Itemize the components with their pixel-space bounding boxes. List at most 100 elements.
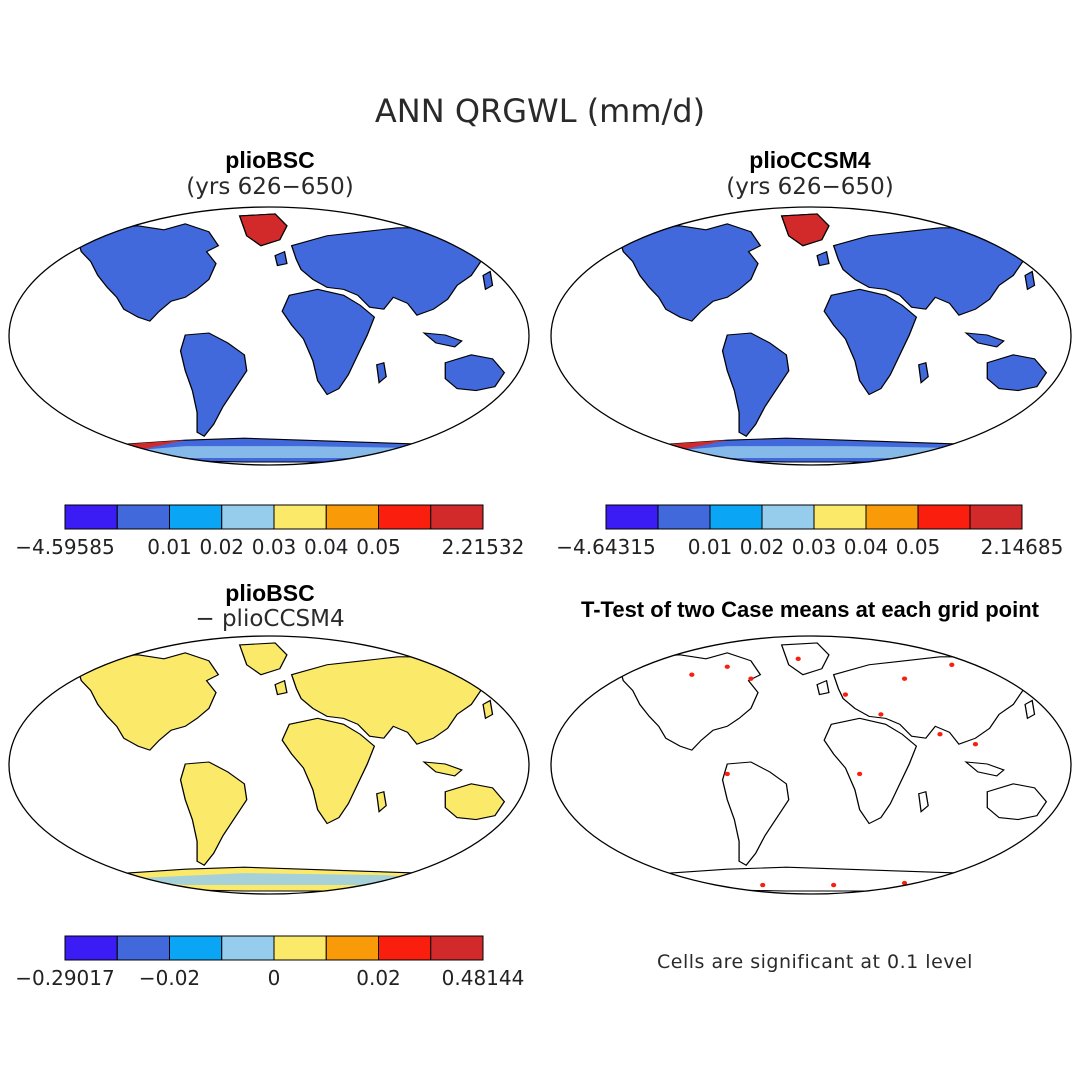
- continent-northAmerica: [75, 223, 220, 322]
- map-border-p4: [550, 635, 1072, 895]
- map-border-p2: [550, 206, 1072, 466]
- colorbar-0-swatch-2: [169, 504, 223, 530]
- map-p1: [8, 206, 530, 466]
- continent-southAmerica: [179, 332, 248, 437]
- continent-madagascar: [918, 362, 929, 384]
- sig-dot-4: [842, 692, 849, 697]
- continent-northAmerica: [75, 652, 220, 751]
- colorbar-0-swatch-0: [64, 504, 118, 530]
- colorbar-2-swatch-7: [430, 935, 484, 961]
- continent-indonesia: [964, 332, 1005, 348]
- map-p3: [8, 635, 530, 895]
- sig-dot-5: [901, 676, 908, 681]
- sig-dot-15: [901, 880, 908, 886]
- continent-indonesia: [964, 761, 1005, 777]
- continent-australia: [986, 783, 1048, 821]
- continent-africa: [823, 717, 918, 825]
- continent-australia: [444, 783, 506, 821]
- colorbar-0-tick-3: 0.03: [251, 535, 297, 559]
- colorbar-0-swatch-7: [430, 504, 484, 530]
- continent-greenland: [780, 642, 830, 676]
- colorbar-2-swatch-1: [116, 935, 170, 961]
- continent-indonesia: [422, 761, 463, 777]
- colorbar-2-tick-4: 0.48144: [441, 966, 525, 990]
- colorbar-0-swatch-6: [378, 504, 432, 530]
- sig-dot-6: [949, 662, 955, 667]
- colorbar-2-swatch-3: [221, 935, 275, 961]
- sig-dot-7: [878, 712, 884, 717]
- greenland-hot: [780, 213, 830, 247]
- colorbar-1-tick-0: −4.64315: [556, 535, 656, 559]
- colorbar-1-swatch-7: [969, 504, 1023, 530]
- sig-dot-13: [760, 882, 766, 888]
- continent-australia: [444, 354, 506, 392]
- colorbar-1-tick-3: 0.03: [791, 535, 837, 559]
- colorbar-2-swatch-4: [273, 935, 327, 961]
- colorbar-1-swatch-6: [917, 504, 971, 530]
- colorbar-0-tick-1: 0.01: [147, 535, 192, 559]
- sig-dot-2: [748, 676, 754, 681]
- map-border-p3: [8, 635, 530, 895]
- panel-3-title: plioBSC: [225, 580, 315, 606]
- continent-madagascar: [376, 362, 387, 384]
- panel-2-subtitle: (yrs 626−650): [726, 174, 894, 200]
- colorbar-1-tick-6: 2.14685: [980, 535, 1064, 559]
- sig-dot-9: [937, 732, 943, 737]
- continent-madagascar: [376, 791, 387, 813]
- colorbar-0-tick-2: 0.02: [199, 535, 245, 559]
- continent-uk: [816, 250, 830, 267]
- continent-southAmerica: [179, 761, 248, 866]
- colorbar-1-swatch-1: [657, 504, 711, 530]
- panel-1-title: plioBSC: [225, 147, 315, 173]
- sig-dot-1: [724, 664, 730, 669]
- colorbar-2-tick-2: 0: [267, 966, 281, 990]
- continent-uk: [274, 250, 288, 267]
- panel-2-title: plioCCSM4: [749, 147, 871, 173]
- colorbar-0-tick-5: 0.05: [356, 535, 401, 559]
- colorbar-1-tick-1: 0.01: [687, 535, 733, 559]
- continent-africa: [281, 717, 376, 825]
- continent-southAmerica: [721, 761, 790, 866]
- continent-uk: [274, 679, 288, 696]
- colorbar-0-tick-4: 0.04: [303, 535, 349, 559]
- colorbar-1-tick-4: 0.04: [843, 535, 889, 559]
- continent-madagascar: [918, 791, 929, 813]
- colorbar-0-swatch-3: [221, 504, 275, 530]
- panel-1-subtitle: (yrs 626−650): [186, 174, 354, 200]
- significance-note: Cells are significant at 0.1 level: [657, 951, 973, 973]
- colorbar-2-swatch-6: [378, 935, 432, 961]
- colorbar-0-swatch-4: [273, 504, 327, 530]
- figure-title: ANN QRGWL (mm/d): [374, 92, 706, 130]
- continent-africa: [281, 288, 376, 396]
- continent-japan: [1024, 270, 1036, 291]
- continent-japan: [482, 270, 494, 291]
- map-border-p1: [8, 206, 530, 466]
- continent-greenland: [238, 642, 288, 676]
- continent-northAmerica: [617, 652, 762, 751]
- colorbar-2-swatch-0: [64, 935, 118, 961]
- colorbar-1-swatch-2: [709, 504, 763, 530]
- colorbar-0-tick-0: −4.59585: [15, 535, 115, 559]
- colorbar-0-swatch-5: [325, 504, 379, 530]
- colorbar-1-swatch-5: [865, 504, 919, 530]
- continent-africa: [823, 288, 918, 396]
- continent-northAmerica: [617, 223, 762, 322]
- sig-dot-0: [689, 672, 695, 677]
- colorbar-0-swatch-1: [116, 504, 170, 530]
- panel-3-subtitle: − plioCCSM4: [195, 606, 345, 632]
- continent-japan: [1024, 699, 1036, 720]
- sig-dot-14: [831, 882, 837, 888]
- panel-4-title: T-Test of two Case means at each grid po…: [580, 597, 1039, 622]
- continent-southAmerica: [721, 332, 790, 437]
- continent-australia: [986, 354, 1048, 392]
- colorbar-1-tick-2: 0.02: [739, 535, 785, 559]
- continent-indonesia: [422, 332, 463, 348]
- sig-dot-3: [795, 656, 801, 661]
- colorbar-2-swatch-2: [169, 935, 223, 961]
- sig-dot-10: [972, 741, 979, 747]
- colorbar-1-swatch-3: [761, 504, 815, 530]
- greenland-hot: [238, 213, 288, 247]
- colorbar-2-tick-3: 0.02: [356, 966, 401, 990]
- colorbar-2-tick-1: −0.02: [138, 966, 201, 990]
